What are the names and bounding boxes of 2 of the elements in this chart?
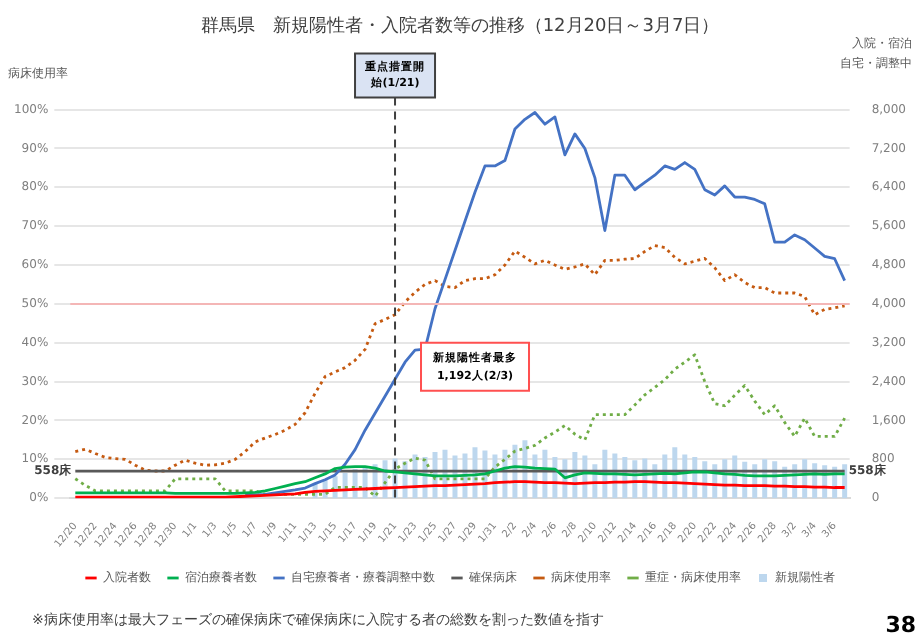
text: 38 <box>885 612 916 638</box>
chart-title: 群馬県 新規陽性者・入院者数等の推移（12月20日～3月7日） <box>200 15 720 38</box>
